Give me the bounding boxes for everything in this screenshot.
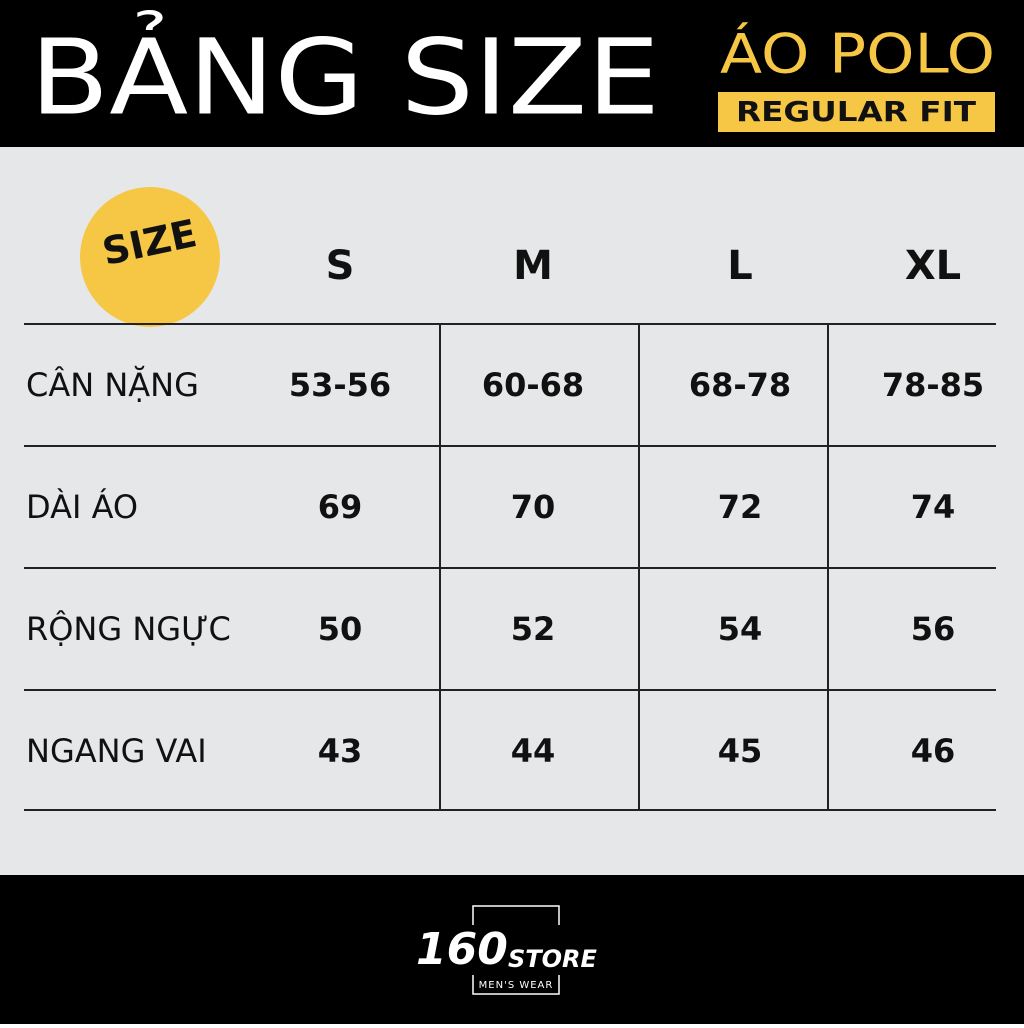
- cell-value: 68-78: [689, 366, 791, 404]
- cell-value: 70: [511, 488, 556, 526]
- row-label: DÀI ÁO: [26, 488, 138, 526]
- cell-value: 45: [718, 732, 763, 770]
- logo-mask: [470, 925, 620, 975]
- cell-value: 50: [318, 610, 363, 648]
- fit: REGULAR FIT: [736, 95, 976, 128]
- table-grid: [24, 323, 996, 811]
- column-header: L: [727, 243, 753, 289]
- column-header: M: [513, 243, 553, 289]
- cell-value: 46: [911, 732, 956, 770]
- row-label: CÂN NẶNG: [26, 365, 199, 404]
- product: ÁO POLO: [720, 23, 995, 86]
- size-circle: [80, 187, 220, 327]
- cell-value: 56: [911, 610, 956, 648]
- cell-value: 72: [718, 488, 763, 526]
- column-header: XL: [905, 243, 961, 289]
- table-cells: S M L XL CÂN NẶNG 53-56 60-68 68-78 78-85 DÀI ÁO 6…: [26, 243, 984, 770]
- cell-value: 60-68: [482, 366, 584, 404]
- brand-word: STORE: [508, 945, 598, 973]
- cell-value: 53-56: [289, 366, 391, 404]
- column-header: S: [326, 243, 355, 289]
- fit-badge: [718, 92, 995, 132]
- brand-number: 160: [416, 924, 508, 975]
- cell-value: 78-85: [882, 366, 984, 404]
- tagline: MEN'S WEAR: [479, 980, 554, 991]
- cell-value: 54: [718, 610, 763, 648]
- title: BẢNG SIZE: [30, 10, 660, 138]
- cell-value: 44: [511, 732, 556, 770]
- cell-value: 74: [911, 488, 956, 526]
- cell-value: 52: [511, 610, 556, 648]
- row-label: RỘNG NGỰC: [26, 609, 231, 648]
- row-label: NGANG VAI: [26, 732, 207, 770]
- cell-value: 43: [318, 732, 363, 770]
- cell-value: 69: [318, 488, 363, 526]
